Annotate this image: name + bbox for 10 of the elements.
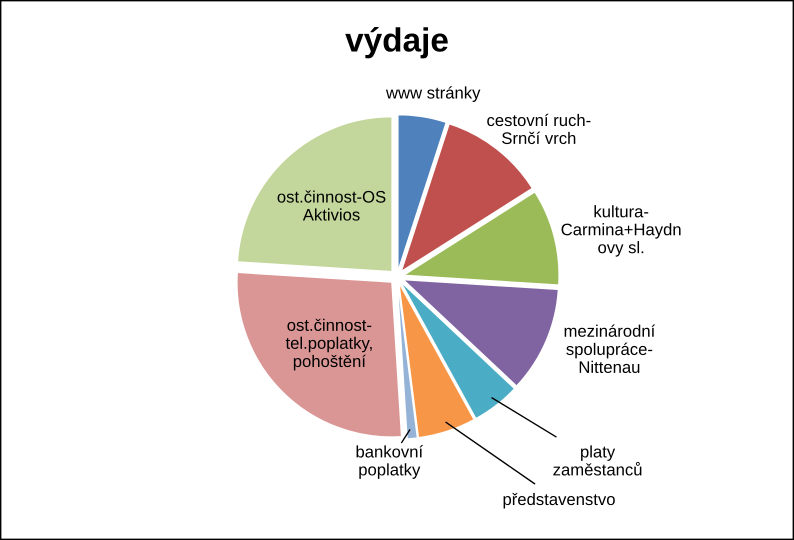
- slice-label: www stránky: [386, 86, 480, 102]
- slice-label: ost.činnost- tel.poplatky, pohoštění: [286, 318, 372, 370]
- slice-label: představenstvo: [504, 492, 615, 508]
- slice-label: cestovní ruch- Srnčí vrch: [487, 114, 590, 144]
- slice-label: kultura- Carmina+Haydn ovy sl.: [562, 205, 681, 257]
- slice-label: mezinárodní spolupráce- Nittenau: [564, 324, 656, 374]
- slice-label: platy zaměstanců: [553, 445, 642, 476]
- chart-title: výdaje: [345, 27, 448, 58]
- slice-label: bankovní poplatky: [356, 445, 424, 479]
- slice-label: ost.činnost-OS Aktivios: [278, 190, 386, 221]
